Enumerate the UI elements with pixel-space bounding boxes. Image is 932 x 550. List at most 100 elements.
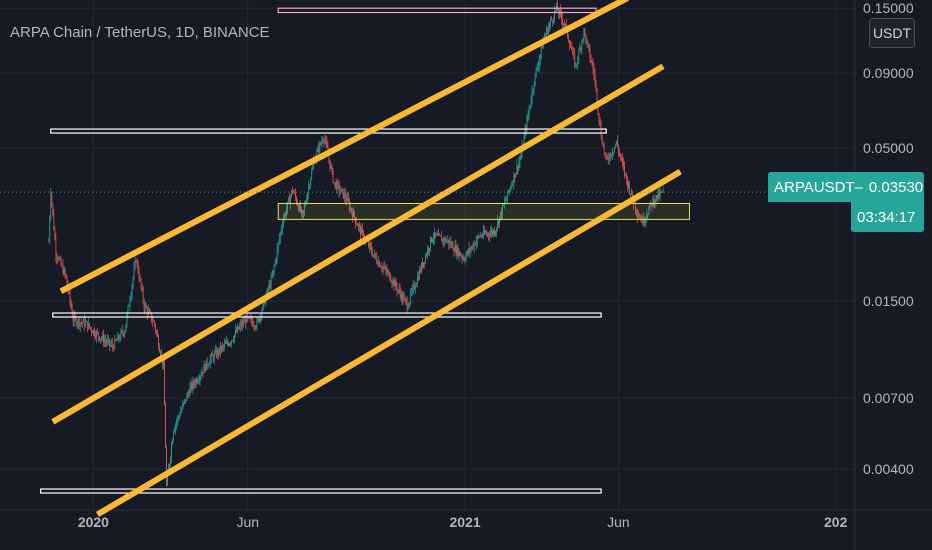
candle-body <box>551 19 552 21</box>
candle-body <box>428 248 429 251</box>
candle-body <box>164 361 165 406</box>
price-separator: – <box>854 178 863 196</box>
candle-body <box>603 145 605 153</box>
candle-body <box>165 405 166 448</box>
candle-body <box>319 143 321 153</box>
time-axis[interactable]: 2020 Jun 2021 Jun 202 <box>78 514 848 530</box>
candle-body <box>93 329 94 334</box>
candle-body <box>412 284 414 288</box>
candle-body <box>595 81 597 90</box>
candle-body <box>51 193 53 204</box>
candle-body <box>649 202 651 209</box>
candle-body <box>477 236 479 237</box>
candle-body <box>260 315 262 317</box>
candle-body <box>65 274 67 277</box>
candle-body <box>511 184 513 188</box>
candle-body <box>149 311 151 314</box>
candle-body <box>434 232 435 239</box>
candle-body <box>126 314 128 325</box>
candle-body <box>449 241 451 245</box>
candle-body <box>281 225 283 230</box>
candle-body <box>580 47 582 49</box>
candle-body <box>189 387 191 396</box>
candle-body <box>415 284 417 287</box>
candle-body <box>217 349 219 354</box>
candle-body <box>386 269 388 273</box>
candle-body <box>309 186 311 187</box>
candle-body <box>572 50 574 51</box>
candle-body <box>379 261 381 267</box>
candle-body <box>179 415 181 417</box>
candle-body <box>285 209 287 215</box>
price-axis[interactable]: 0.15000 0.09000 0.05000 0.01500 0.00700 0.004… <box>863 0 914 477</box>
candle-body <box>258 318 260 322</box>
candle-body <box>486 233 487 235</box>
candle-body <box>201 372 203 375</box>
candle-body <box>447 239 449 242</box>
candle-body <box>147 310 149 315</box>
candle-body <box>414 286 416 289</box>
candle-body <box>453 249 455 252</box>
candle-body <box>194 383 196 385</box>
candle-body <box>581 41 583 49</box>
candle-body <box>368 241 369 247</box>
candle-body <box>550 19 551 24</box>
candle-body <box>652 198 654 206</box>
candle-body <box>160 351 161 356</box>
candle-body <box>431 237 432 242</box>
candle-body <box>370 243 371 247</box>
candle-body <box>211 354 213 356</box>
candle-body <box>419 269 420 280</box>
candle-body <box>411 287 413 293</box>
candle-body <box>221 346 222 352</box>
candle-body <box>485 233 486 234</box>
candle-body <box>573 50 575 54</box>
candle-body <box>253 325 255 327</box>
channel-line <box>59 0 629 294</box>
candle-body <box>593 68 595 75</box>
candle-body <box>273 265 275 270</box>
candle-body <box>213 353 215 360</box>
currency-button[interactable]: USDT <box>869 18 915 48</box>
y-tick-label: 0.00700 <box>863 390 914 406</box>
candle-body <box>206 360 208 367</box>
candle-body <box>456 246 458 255</box>
candle-body <box>405 299 407 302</box>
candle-body <box>451 243 453 246</box>
candle-body <box>488 233 489 236</box>
candle-body <box>376 257 378 263</box>
candle-body <box>269 284 271 288</box>
bar-countdown: 03:34:17 <box>851 202 924 232</box>
candle-body <box>236 330 237 332</box>
candle-body <box>270 277 272 288</box>
candle-body <box>598 113 600 122</box>
candle-body <box>490 232 491 237</box>
candle-body <box>548 23 550 28</box>
candle-body <box>87 323 89 329</box>
candle-body <box>481 236 483 237</box>
x-tick-label: 202 <box>824 514 848 530</box>
candle-body <box>86 321 88 329</box>
x-tick-label: 2021 <box>449 514 480 530</box>
candle-body <box>54 229 56 240</box>
candle-body <box>404 297 406 300</box>
candle-body <box>468 247 470 253</box>
candle-body <box>530 100 532 106</box>
candle-body <box>187 394 189 395</box>
candle-body <box>527 114 529 118</box>
candle-body <box>460 255 462 257</box>
candle-body <box>426 255 427 256</box>
candle-body <box>336 182 338 190</box>
candle-body <box>134 260 136 268</box>
candle-body <box>462 257 464 259</box>
candle-body <box>354 211 355 218</box>
candle-body <box>276 247 278 259</box>
candle-body <box>116 340 118 342</box>
candle-body <box>320 143 322 144</box>
candle-body <box>118 335 120 339</box>
candle-body <box>305 203 307 206</box>
candle-body <box>262 302 264 311</box>
level-box <box>50 128 607 134</box>
